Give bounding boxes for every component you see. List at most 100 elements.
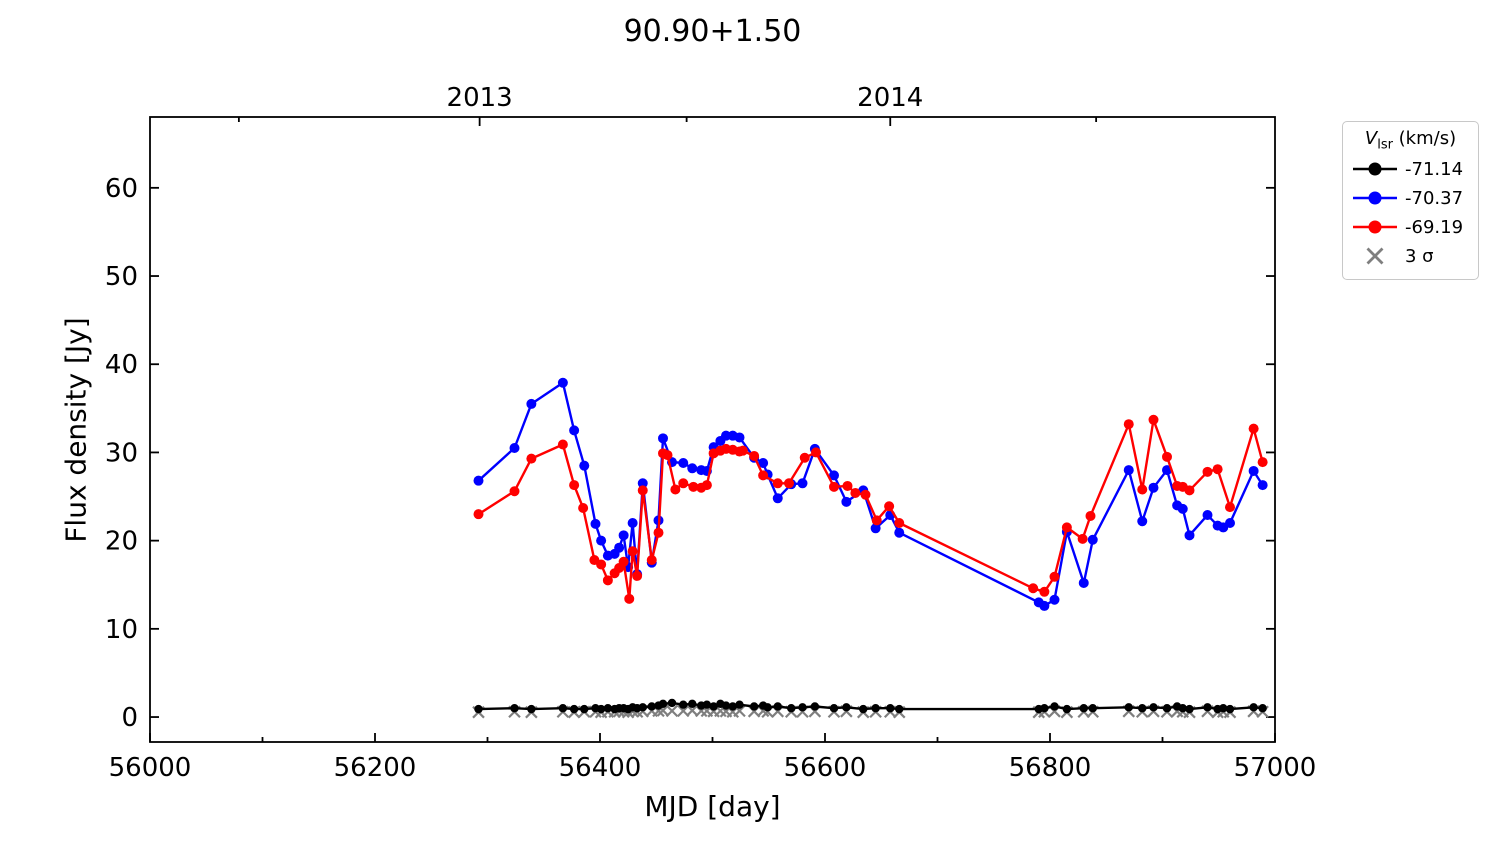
data-point-red [860,489,871,500]
data-point-red [772,478,783,489]
data-point-blue [734,432,745,443]
legend-entry-label: -70.37 [1405,187,1464,209]
data-point-red [678,478,689,489]
data-point-blue [1137,516,1148,527]
data-point-blue [1184,530,1195,541]
x-tick-label: 57000 [1234,753,1317,783]
data-point-red [1257,457,1268,468]
data-point-black [1088,704,1097,713]
data-point-blue [678,458,689,469]
data-point-black [735,700,744,709]
data-point-blue [509,443,520,454]
data-point-blue [627,517,638,528]
data-point-black [688,699,697,709]
data-point-red [784,478,794,489]
x-tick-label: 56200 [334,753,417,783]
data-point-red [1148,414,1159,425]
data-point-red [653,527,664,538]
data-point-red [624,593,635,604]
data-point-red [526,453,537,464]
data-point-red [1061,522,1072,533]
data-point-black [763,703,772,712]
data-point-blue [1087,534,1098,545]
series-blue [473,377,1268,611]
y-axis: 0 10 20 30 40 50 60 [105,174,1275,733]
x-tick-label: 56400 [559,753,642,783]
data-point-red [1039,586,1050,597]
data-point-black [596,704,606,714]
data-point-red [509,486,520,497]
data-point-black [638,703,647,712]
data-point-black [603,704,613,713]
data-point-black [859,704,868,714]
data-point-red [811,447,821,458]
data-point-blue [1078,577,1089,588]
data-point-red [1202,466,1213,477]
data-point-red [632,570,643,581]
data-point-red [1162,451,1172,462]
data-point-black [721,701,731,710]
y-tick-label: 40 [105,350,138,380]
data-point-red [688,481,699,492]
data-point-black [1225,704,1235,714]
plot-title: 90.90+1.50 [623,14,802,49]
data-point-red [1077,533,1088,544]
legend-entry: -70.37 [1351,184,1470,213]
series-black [474,698,1267,714]
legend-line-marker-icon [1353,191,1397,205]
data-point-red [1225,502,1235,513]
data-point-blue [797,478,808,489]
x-tick-label: 56000 [109,753,192,783]
data-point-red [850,488,861,499]
y-tick-label: 30 [105,438,138,468]
y-tick-label: 0 [121,703,138,733]
data-point-red [1248,423,1259,434]
data-point-blue [637,478,648,489]
legend-title: Vlsr (km/s) [1351,128,1470,153]
data-point-blue [579,460,590,471]
data-point-black [871,704,880,713]
legend-entry-label: -69.19 [1405,216,1464,238]
data-point-black [886,704,895,713]
legend-x-marker-icon [1366,247,1384,265]
data-point-black [667,698,677,708]
data-point-black [679,700,688,709]
data-point-blue [1123,465,1134,476]
data-point-red [618,556,629,567]
legend-entry: -69.19 [1351,213,1470,242]
data-point-blue [894,527,905,538]
data-point-red [596,559,607,570]
data-point-red [627,546,638,557]
data-point-black [647,702,656,711]
data-point-blue [618,530,629,541]
data-point-blue [1248,465,1259,476]
data-point-red [894,517,905,528]
data-point-blue [829,470,839,481]
data-point-black [527,704,536,714]
data-point-red [758,470,769,481]
data-point-blue [473,475,484,486]
data-point-blue [772,493,783,504]
data-point-black [569,704,579,714]
data-point-red [871,515,882,526]
data-point-black [787,704,796,713]
data-point-black [1162,704,1172,713]
data-point-black [1062,704,1072,714]
x-axis-bottom: 56000 56200 56400 56600 56800 57000 [109,733,1317,783]
data-point-black [810,702,820,711]
data-point-black [580,704,589,714]
y-tick-label: 20 [105,527,138,557]
data-point-black [510,704,519,713]
x-axis-top-years: 2013 2014 [237,83,1098,126]
series-red [473,414,1268,604]
data-point-red [1212,464,1223,475]
data-point-black [1258,704,1267,713]
data-point-blue [687,463,698,474]
data-point-red [1184,485,1195,496]
data-point-red [602,575,613,586]
data-point-blue [569,425,580,436]
data-point-red [670,484,681,495]
data-point-black [1040,704,1049,713]
data-point-red [799,452,810,463]
data-point-red [1049,571,1060,582]
